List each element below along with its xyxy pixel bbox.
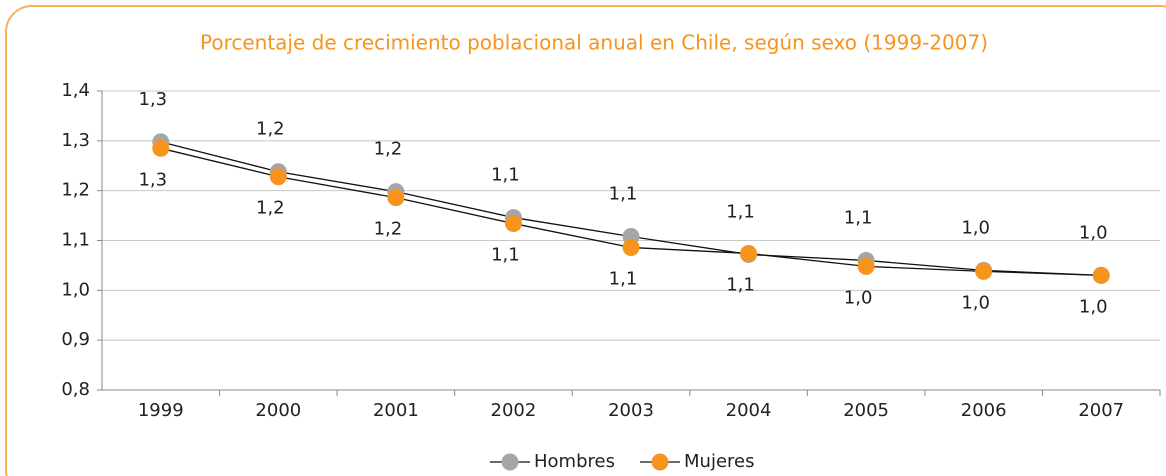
data-label: 1,0 [961,292,990,313]
legend-marker [501,453,519,471]
legend-label: Hombres [534,451,615,472]
x-tick-label: 2001 [373,400,419,421]
data-label: 1,2 [374,219,403,240]
point [975,262,993,280]
data-label: 1,3 [138,89,167,110]
data-label: 1,1 [726,201,755,222]
point [740,244,758,262]
data-label: 1,0 [844,287,873,308]
point [152,139,170,157]
x-tick-label: 1999 [138,400,184,421]
y-tick-label: 1,1 [61,230,90,251]
legend-label: Mujeres [684,451,754,472]
y-tick-label: 1,3 [61,130,90,151]
data-label: 1,1 [609,184,638,205]
point [504,215,522,233]
x-tick-label: 2003 [608,400,654,421]
data-label: 1,1 [844,207,873,228]
y-tick-label: 1,2 [61,180,90,201]
data-label: 1,1 [609,268,638,289]
y-tick-label: 0,8 [61,379,90,400]
data-label: 1,1 [491,245,520,266]
data-label: 1,3 [138,169,167,190]
data-label: 1,1 [726,274,755,295]
chart-title: Porcentaje de crecimiento poblacional an… [200,31,988,55]
point [622,238,640,256]
data-label: 1,0 [1079,296,1108,317]
point [387,189,405,207]
data-label: 1,1 [491,165,520,186]
y-tick-label: 1,0 [61,279,90,300]
legend-marker [651,453,669,471]
point [269,168,287,186]
data-label: 1,0 [961,217,990,238]
point [1092,266,1110,284]
data-label: 1,2 [256,119,285,140]
x-tick-label: 2000 [255,400,301,421]
data-label: 1,0 [1079,222,1108,243]
chart-frame [5,5,1166,476]
x-tick-label: 2004 [726,400,772,421]
x-tick-label: 2006 [961,400,1007,421]
data-label: 1,2 [374,139,403,160]
y-tick-label: 1,4 [61,80,90,101]
x-tick-label: 2005 [843,400,889,421]
point [857,257,875,275]
data-label: 1,2 [256,198,285,219]
x-tick-label: 2007 [1078,400,1124,421]
x-tick-label: 2002 [491,400,537,421]
y-tick-label: 0,9 [61,329,90,350]
